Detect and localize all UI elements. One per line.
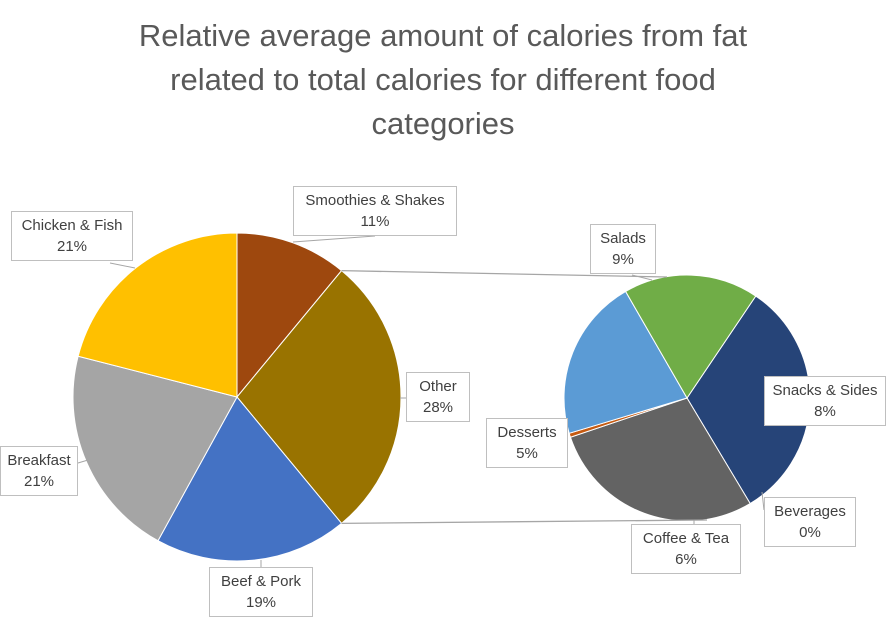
primary-leader-smoothies-shakes	[292, 235, 376, 243]
chart-title-line-1: Relative average amount of calories from…	[138, 18, 748, 53]
data-label-category: Chicken & Fish	[21, 217, 123, 234]
primary-label-other: Other 28%	[406, 372, 470, 422]
primary-leader-breakfast	[77, 459, 89, 464]
data-label-category: Beverages	[774, 503, 846, 520]
connector-line-bottom	[341, 519, 708, 525]
connector-line-top	[341, 269, 668, 278]
data-label-category: Desserts	[497, 424, 557, 441]
chart-title: Relative average amount of calories from…	[0, 14, 886, 146]
primary-label-breakfast: Breakfast 21%	[0, 446, 78, 496]
secondary-label-desserts: Desserts 5%	[486, 418, 568, 468]
secondary-leader-beverages	[761, 491, 765, 511]
primary-slice-other	[236, 269, 402, 525]
secondary-slice-snacks-sides	[569, 397, 751, 522]
data-label-value: 6%	[675, 551, 697, 568]
secondary-leader-salads	[631, 274, 653, 281]
data-label-category: Salads	[600, 230, 646, 247]
secondary-slice-desserts	[624, 274, 757, 399]
chart-title-line-2: related to total calories for different …	[170, 62, 716, 97]
secondary-label-coffee-tea: Coffee & Tea 6%	[631, 524, 741, 574]
data-label-value: 21%	[56, 238, 88, 255]
data-label-category: Breakfast	[7, 452, 71, 469]
data-label-value: 5%	[516, 445, 538, 462]
secondary-label-salads: Salads 9%	[590, 224, 656, 274]
primary-slice-smoothies-shakes	[236, 232, 343, 399]
data-label-category: Coffee & Tea	[642, 530, 730, 547]
primary-slice-beef-pork	[157, 396, 343, 562]
primary-pie	[72, 232, 402, 562]
data-label-value: 19%	[245, 594, 277, 611]
data-label-value: 0%	[799, 524, 821, 541]
primary-label-smoothies-shakes: Smoothies & Shakes 11%	[293, 186, 457, 236]
primary-label-chicken-fish: Chicken & Fish 21%	[11, 211, 133, 261]
data-label-category: Smoothies & Shakes	[305, 192, 445, 209]
connector-lines	[341, 269, 708, 525]
data-label-category: Beef & Pork	[220, 573, 302, 590]
data-label-category: Snacks & Sides	[772, 382, 878, 399]
secondary-label-snacks-sides: Snacks & Sides 8%	[764, 376, 886, 426]
secondary-label-beverages: Beverages 0%	[764, 497, 856, 547]
data-label-value: 11%	[360, 213, 390, 230]
data-label-value: 8%	[814, 403, 836, 420]
primary-label-beef-pork: Beef & Pork 19%	[209, 567, 313, 617]
data-label-value: 28%	[422, 399, 454, 416]
data-label-value: 9%	[612, 251, 634, 268]
chart-title-line-3: categories	[371, 106, 515, 141]
primary-slice-breakfast	[72, 355, 238, 542]
primary-leader-chicken-fish	[109, 262, 136, 269]
data-label-category: Other	[419, 378, 457, 395]
primary-slice-chicken-fish	[77, 232, 238, 398]
data-label-value: 21%	[23, 473, 55, 490]
